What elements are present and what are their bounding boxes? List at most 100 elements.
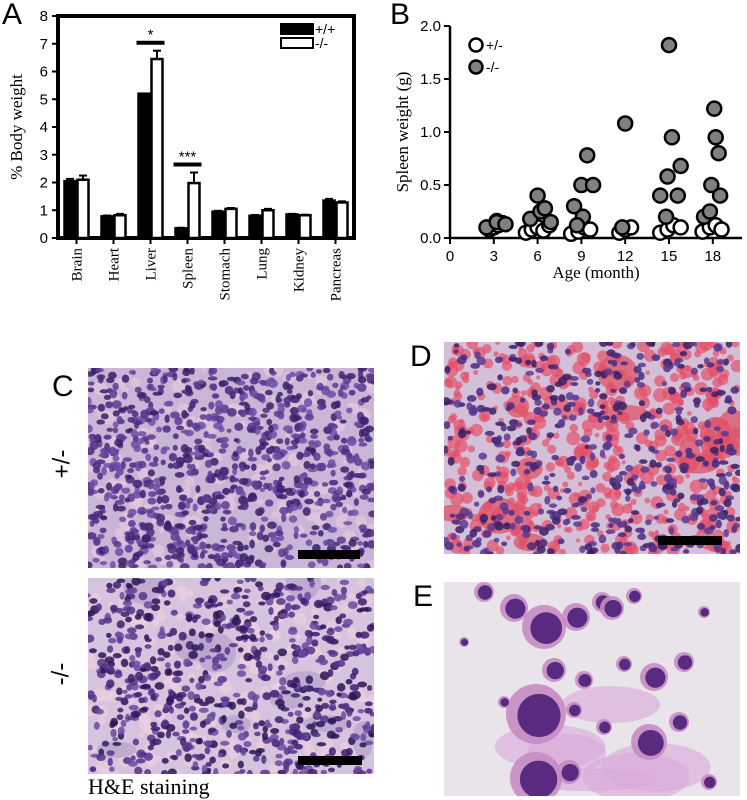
category-label: Lung [255, 248, 271, 280]
nucleus [283, 401, 291, 408]
nucleus [226, 407, 237, 417]
nucleus [211, 543, 221, 551]
large-cell [513, 533, 546, 552]
cytoplasm-spot [587, 513, 594, 521]
nucleus [725, 342, 733, 348]
nucleus [284, 554, 294, 560]
nucleus [182, 452, 191, 458]
nucleus [205, 413, 212, 422]
panel-letter-d: D [410, 340, 432, 373]
nucleus [365, 436, 373, 443]
nucleus [714, 505, 725, 512]
nucleus [136, 749, 146, 759]
nucleus [675, 408, 683, 415]
cytoplasm-spot [591, 504, 599, 513]
nucleus [126, 684, 132, 691]
nucleus [626, 477, 635, 486]
nucleus [155, 586, 165, 594]
nucleus [330, 503, 337, 511]
nucleus [184, 446, 193, 453]
nucleus [213, 768, 219, 774]
nucleus [351, 733, 360, 741]
nucleus [617, 521, 625, 528]
nucleus [183, 368, 190, 373]
nucleus [186, 469, 196, 476]
nucleus [117, 707, 124, 713]
nucleus [149, 410, 160, 416]
nucleus [100, 515, 108, 520]
nucleus [267, 663, 273, 672]
nucleus [366, 685, 373, 691]
nucleus [364, 647, 371, 655]
nucleus [329, 539, 335, 548]
nucleus [337, 388, 344, 398]
nucleus [313, 452, 321, 461]
nucleus [133, 444, 142, 453]
nucleus [116, 636, 123, 644]
bar [322, 199, 336, 240]
nucleus [185, 527, 196, 535]
nucleus [88, 433, 97, 440]
nucleus [638, 459, 648, 464]
nucleus [229, 475, 236, 482]
bar [113, 213, 127, 240]
nucleus [266, 402, 274, 410]
nucleus [107, 645, 114, 653]
nucleus [181, 378, 187, 384]
nucleus [449, 513, 456, 518]
nucleus [269, 689, 280, 698]
nucleus [343, 618, 354, 626]
nucleus [169, 411, 180, 419]
nucleus [278, 685, 287, 691]
nucleus [557, 538, 565, 545]
nucleus [173, 392, 183, 399]
nucleus [289, 728, 299, 736]
category-label: Pancreas [329, 248, 345, 301]
nucleus [92, 461, 102, 470]
nucleus [590, 527, 600, 532]
nucleus [702, 460, 709, 467]
nucleus [340, 466, 350, 473]
nucleus [163, 600, 171, 606]
nucleus [128, 508, 137, 516]
nucleus [249, 633, 257, 642]
nucleus [226, 428, 232, 433]
nucleus [148, 461, 159, 467]
x-tick-label: 6 [533, 248, 541, 265]
nucleus [653, 515, 660, 520]
y-tick-label: 8 [40, 8, 48, 25]
nucleus [129, 462, 137, 469]
cytoplasm-spot [186, 589, 195, 598]
nucleus [217, 473, 226, 481]
nucleus [112, 737, 119, 742]
nucleus [580, 506, 588, 513]
nucleus [133, 535, 141, 541]
nucleus [165, 724, 176, 732]
nucleus [259, 380, 268, 386]
significance-marker: *** [179, 149, 197, 166]
nucleus [321, 558, 329, 567]
nucleus [134, 671, 144, 681]
cell-nucleus [460, 638, 469, 646]
cytoplasm-spot [248, 664, 259, 675]
nucleus [236, 670, 247, 678]
cytoplasm-spot [578, 518, 590, 530]
nucleus [635, 444, 641, 452]
nucleus [218, 448, 227, 454]
data-point [529, 187, 546, 204]
nucleus [240, 748, 247, 756]
nucleus [275, 582, 284, 591]
nucleus [202, 452, 209, 457]
nucleus [231, 616, 242, 626]
cytoplasm-spot [502, 375, 513, 386]
nucleus [283, 765, 289, 774]
nucleus [359, 742, 367, 748]
cell-nucleus [530, 612, 563, 644]
nucleus [160, 504, 166, 510]
cytoplasm-spot [553, 432, 560, 439]
nucleus [558, 394, 566, 403]
nucleus [358, 428, 365, 438]
nucleus [356, 563, 366, 568]
bar [248, 214, 262, 240]
nucleus [88, 387, 95, 393]
